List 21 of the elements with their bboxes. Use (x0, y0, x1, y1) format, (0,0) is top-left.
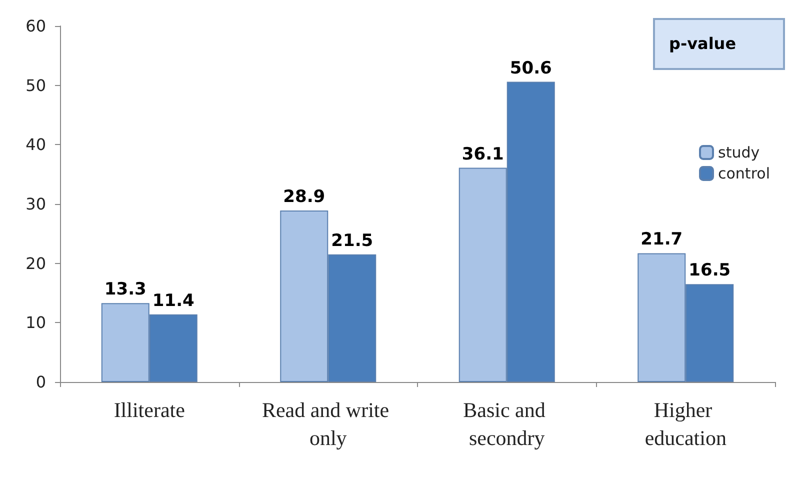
data-label: 21.7 (640, 230, 683, 250)
legend-label: study (718, 144, 760, 162)
y-tick-label: 20 (26, 254, 46, 273)
y-tick-label: 30 (26, 194, 46, 214)
data-label: 21.5 (331, 230, 374, 251)
y-tick-label: 10 (26, 313, 46, 332)
x-tick-label: Basic and secondry (463, 398, 551, 450)
y-tick-label: 40 (26, 135, 46, 154)
y-tick-label: 60 (26, 16, 46, 36)
data-label: 13.3 (104, 280, 146, 300)
data-label: 28.9 (283, 187, 326, 208)
x-tick-label: Read and write only (262, 398, 394, 450)
y-tick-label: 0 (36, 372, 46, 392)
legend-label: control (718, 164, 770, 182)
y-tick-label: 50 (26, 76, 46, 95)
data-label: 11.4 (152, 290, 195, 311)
data-label: 50.6 (510, 58, 552, 78)
data-label: 16.5 (688, 260, 731, 281)
x-tick-label: Illiterate (114, 398, 185, 422)
x-tick-label: Higher education (644, 398, 727, 450)
data-label: 36.1 (462, 144, 504, 164)
